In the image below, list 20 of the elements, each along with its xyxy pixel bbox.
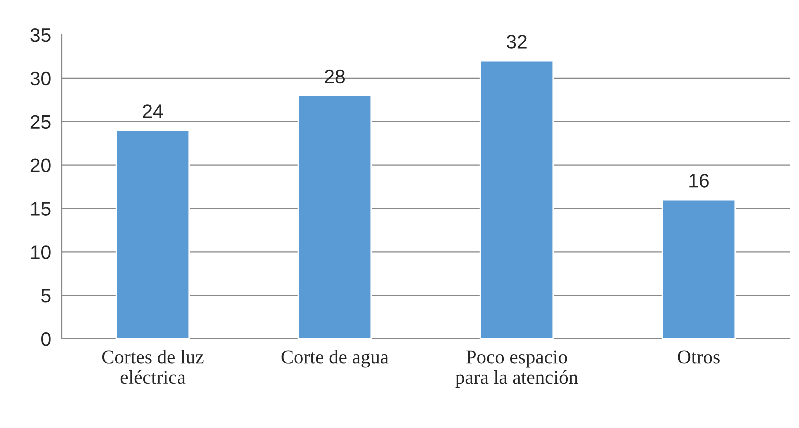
x-tick-label: Poco espacio para la atención <box>456 350 578 388</box>
bar <box>662 199 736 339</box>
y-tick-label: 25 <box>30 115 51 130</box>
x-tick-label: Cortes de luz eléctrica <box>102 350 204 384</box>
data-label: 28 <box>325 70 345 84</box>
data-label: 16 <box>690 174 709 188</box>
y-tick-label: 35 <box>30 28 51 42</box>
bar <box>298 95 372 339</box>
y-tick-label: 15 <box>31 202 51 216</box>
bar <box>116 130 190 339</box>
y-tick-label: 5 <box>42 289 51 303</box>
x-tick-label: Corte de agua <box>282 350 389 368</box>
y-tick-label: 20 <box>30 158 51 173</box>
y-tick-label: 0 <box>42 332 51 346</box>
y-tick-label: 30 <box>30 72 51 86</box>
y-tick-label: 10 <box>31 246 51 260</box>
data-label: 32 <box>506 35 527 49</box>
bar <box>480 60 554 339</box>
data-label: 24 <box>143 104 164 118</box>
x-tick-label: Otros <box>678 350 720 364</box>
